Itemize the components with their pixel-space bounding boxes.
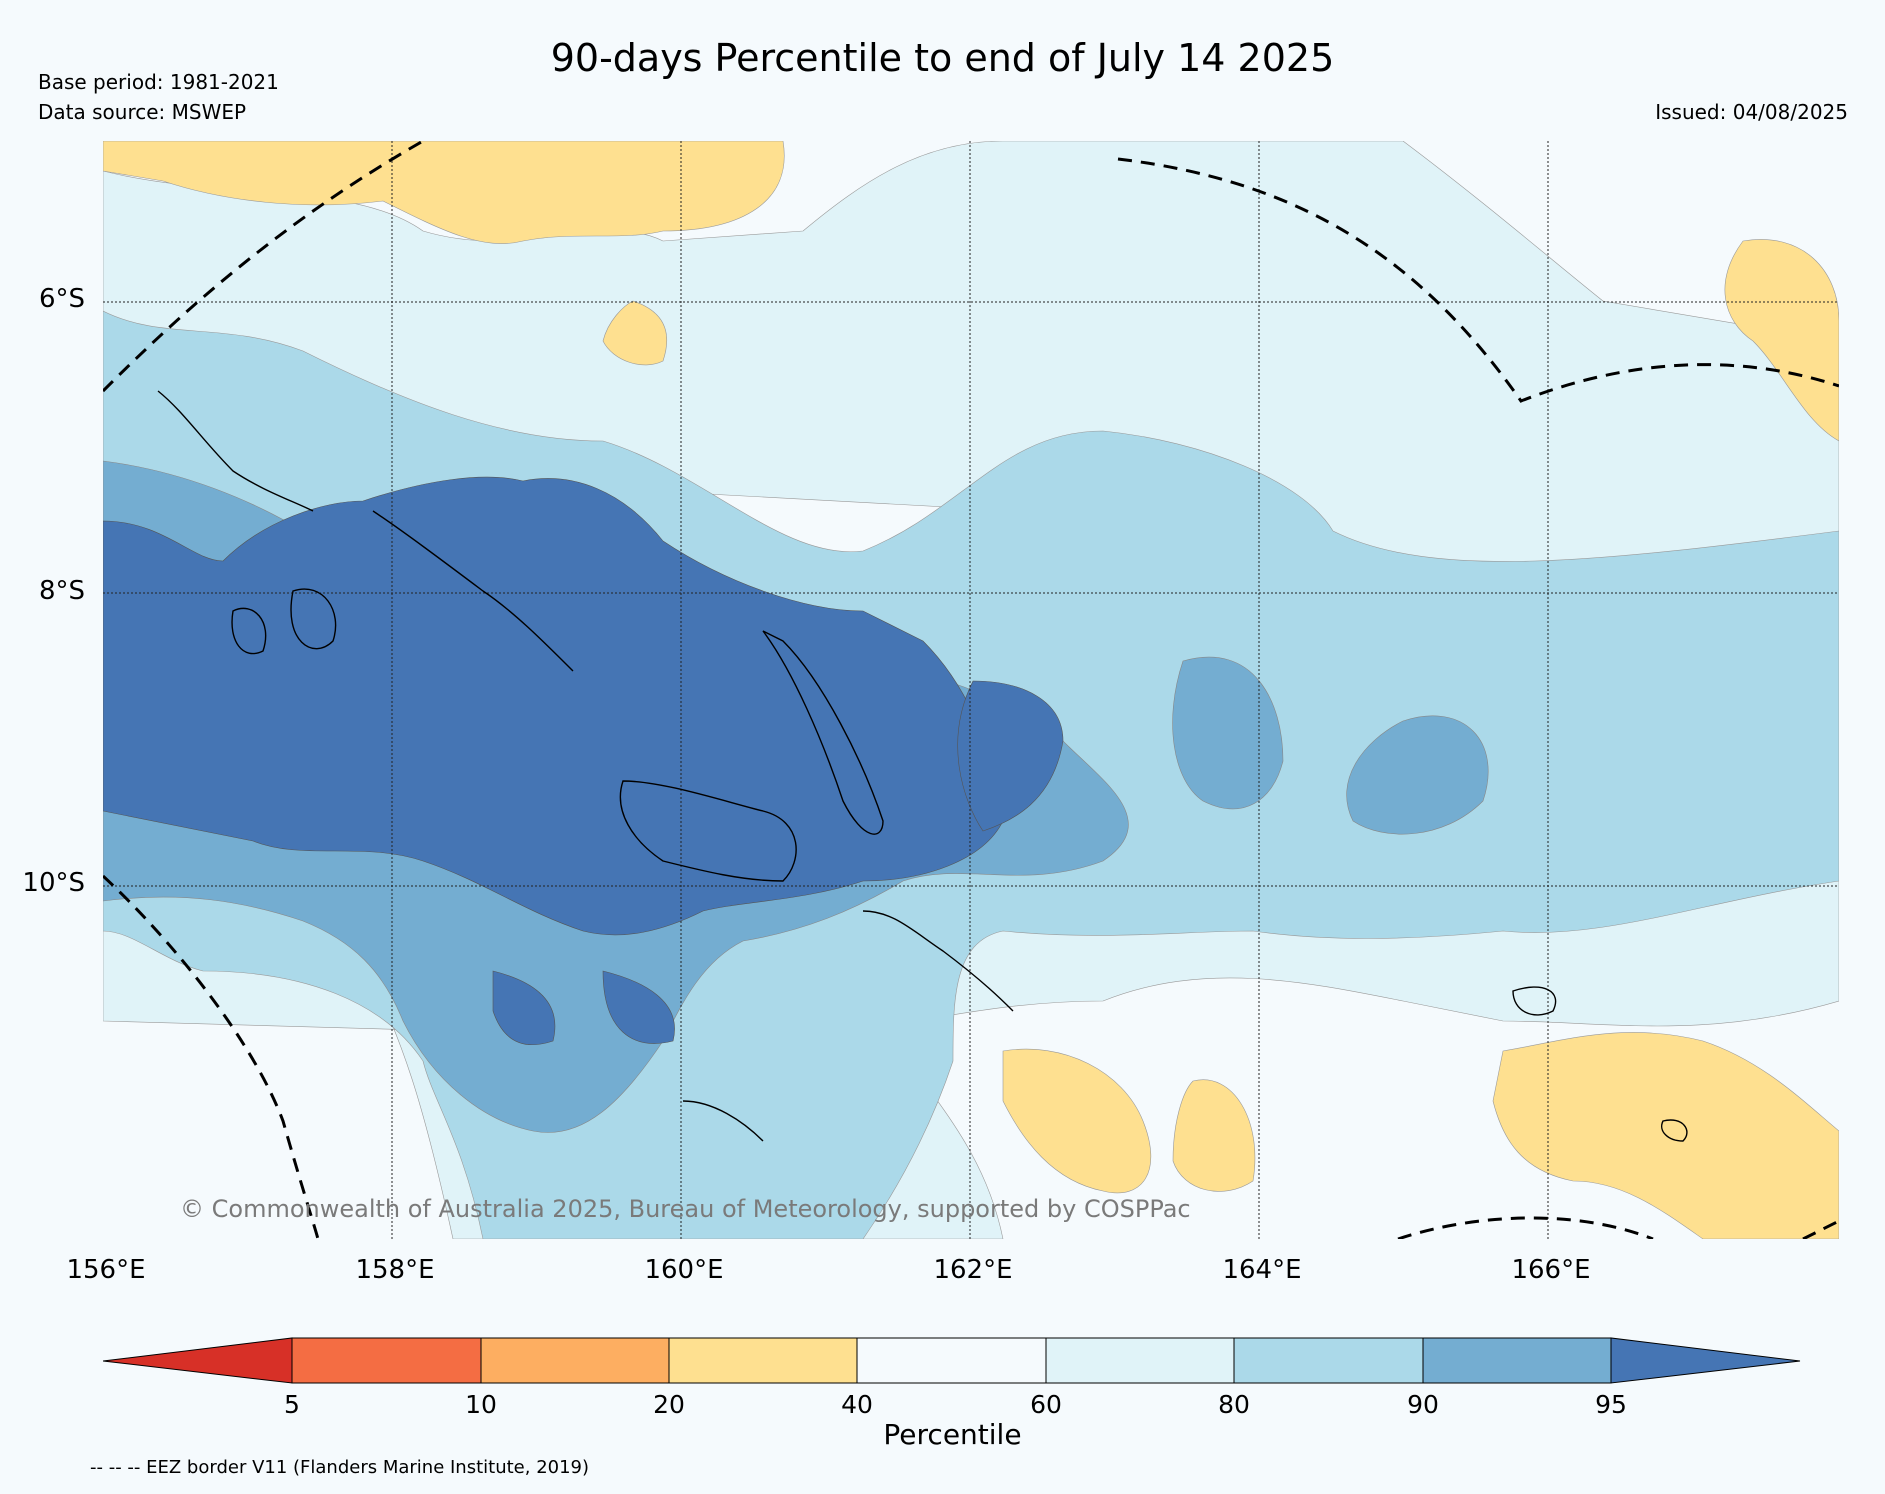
lon-label-158e: 158°E [355,1255,435,1285]
copyright-credit: © Commonwealth of Australia 2025, Bureau… [180,1195,1191,1223]
colorbar-segment-90-95 [1422,1337,1612,1384]
colorbar-segment-80-90 [1233,1337,1424,1384]
band-20-40-south [1002,1048,1256,1194]
colorbar-segment-low [102,1337,293,1384]
colorbar-tick-90: 90 [1407,1390,1439,1419]
colorbar-tick-10: 10 [465,1390,497,1419]
lon-label-156e: 156°E [66,1255,146,1285]
page-title: 90-days Percentile to end of July 14 202… [550,36,1335,80]
eez-footnote: -- -- -- EEZ border V11 (Flanders Marine… [90,1457,590,1478]
issued-date-label: Issued: 04/08/2025 [1655,100,1848,124]
lon-label-162e: 162°E [933,1255,1013,1285]
percentile-map [103,141,1839,1239]
colorbar-segment-20-40 [668,1337,858,1384]
lon-label-160e: 160°E [644,1255,724,1285]
base-period-label: Base period: 1981-2021 [38,70,279,94]
colorbar-svg [102,1337,1801,1384]
colorbar-tick-60: 60 [1030,1390,1062,1419]
coastlines [157,390,1688,1142]
eez-borders [103,141,1839,1239]
lat-label-10s: 10°S [22,868,85,898]
colorbar-tick-5: 5 [284,1390,300,1419]
colorbar-segment-60-80 [1045,1337,1235,1384]
colorbar-segment-5-10 [291,1337,482,1384]
lat-label-6s: 6°S [38,284,85,314]
lon-label-164e: 164°E [1222,1255,1302,1285]
colorbar-segment-40-60 [856,1337,1047,1384]
colorbar-segment-10-20 [480,1337,670,1384]
band-20-40-small [602,300,667,366]
colorbar-label: Percentile [883,1418,1022,1451]
lat-label-8s: 8°S [38,576,85,606]
colorbar-tick-80: 80 [1218,1390,1250,1419]
lon-label-166e: 166°E [1511,1255,1591,1285]
data-source-label: Data source: MSWEP [38,100,247,124]
colorbar-tick-40: 40 [841,1390,873,1419]
colorbar-segment-high [1610,1337,1801,1384]
band-20-40-ne [1724,239,1839,442]
colorbar-tick-20: 20 [653,1390,685,1419]
band-90-95-east [1172,656,1489,835]
band-95-plus-east [492,680,1064,1045]
colorbar [102,1336,1803,1390]
band-20-40-nw [103,141,785,244]
graticule [103,141,1839,1239]
colorbar-tick-95: 95 [1595,1390,1627,1419]
map-panel: © Commonwealth of Australia 2025, Bureau… [103,141,1839,1239]
